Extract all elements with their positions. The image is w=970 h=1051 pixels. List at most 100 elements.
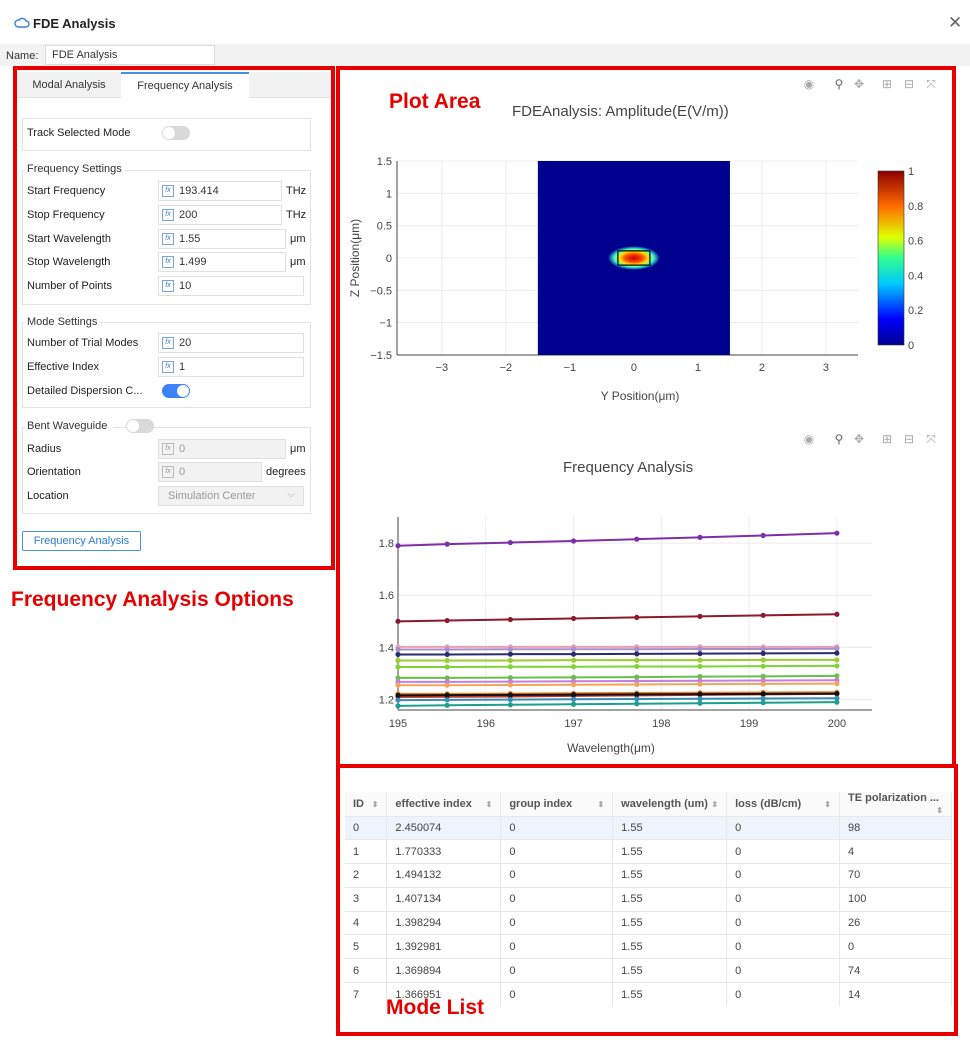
plot-area-callout: Plot Area <box>389 90 481 113</box>
column-header[interactable]: wavelength (um) ⬍ <box>612 792 728 816</box>
table-cell: 4 <box>839 839 953 864</box>
plot-toolbar-bottom: ◉ ⚲ ✥ ⊞ ⊟ ⤧ <box>802 432 942 448</box>
tab-strip: Modal Analysis Frequency Analysis <box>17 72 331 98</box>
window-title: FDE Analysis <box>33 16 116 31</box>
data-point <box>444 657 450 664</box>
table-row[interactable]: 4 1.398294 0 1.55 0 26 <box>345 910 953 935</box>
table-cell: 0 <box>500 886 614 912</box>
heatmap-title: FDEAnalysis: Amplitude(E(V/m)) <box>512 103 729 120</box>
trial-modes-field[interactable]: fx 20 <box>158 333 304 353</box>
data-point <box>444 692 450 698</box>
data-point <box>834 611 840 617</box>
sort-icon[interactable]: ⬍ <box>371 799 379 809</box>
data-point <box>444 541 450 547</box>
stop-frequency-field[interactable]: fx 200 <box>158 205 282 225</box>
sort-icon[interactable]: ⬍ <box>597 799 605 809</box>
data-point <box>634 696 640 702</box>
zoom-out-icon[interactable]: ⊟ <box>903 432 915 446</box>
tab-frequency-analysis[interactable]: Frequency Analysis <box>121 72 249 98</box>
chevron-down-icon: ⌵ <box>287 489 295 500</box>
frequency-analysis-button[interactable]: Frequency Analysis <box>22 531 141 551</box>
series-line <box>398 679 837 683</box>
fx-icon: fx <box>162 233 174 245</box>
sort-icon[interactable]: ⬍ <box>936 806 943 816</box>
data-point <box>395 697 401 703</box>
column-header[interactable]: loss (dB/cm) ⬍ <box>726 792 840 816</box>
colorbar-tick-label: 0.2 <box>908 305 923 317</box>
effective-index-field[interactable]: fx 1 <box>158 357 304 377</box>
mode-settings-title: Mode Settings <box>25 316 100 328</box>
track-mode-toggle[interactable] <box>162 126 190 140</box>
x-axis-label: Y Position(μm) <box>601 389 680 403</box>
orientation-field[interactable]: fx 0 <box>158 462 262 482</box>
radius-unit: μm <box>290 443 306 455</box>
data-point <box>395 664 401 670</box>
close-icon[interactable]: ✕ <box>948 13 963 32</box>
data-point <box>760 700 766 706</box>
waveguide-core-outline <box>617 250 651 266</box>
x-tick-label: 196 <box>477 718 495 730</box>
series-line <box>397 532 837 547</box>
zoom-icon[interactable]: ⚲ <box>834 432 844 446</box>
location-select[interactable]: Simulation Center ⌵ <box>158 486 304 506</box>
series-line <box>397 692 837 697</box>
track-mode-label: Track Selected Mode <box>27 127 131 139</box>
data-point <box>834 663 840 669</box>
stop-wavelength-field[interactable]: fx 1.499 <box>158 252 286 272</box>
series-line <box>398 658 837 662</box>
zoom-out-icon[interactable]: ⊟ <box>903 77 915 91</box>
table-cell: 1.398294 <box>386 910 502 935</box>
pan-icon[interactable]: ✥ <box>853 432 865 446</box>
x-tick-label: 0 <box>631 362 637 374</box>
table-row[interactable]: 1 1.770333 0 1.55 0 4 <box>345 839 953 864</box>
stop-wavelength-label: Stop Wavelength <box>27 256 111 268</box>
table-cell: 0 <box>839 934 953 959</box>
zoom-icon[interactable]: ⚲ <box>834 77 844 91</box>
table-row[interactable]: 0 2.450074 0 1.55 0 98 <box>345 815 953 840</box>
table-cell: 1.55 <box>612 958 728 983</box>
data-point <box>697 613 703 619</box>
table-row[interactable]: 5 1.392981 0 1.55 0 0 <box>345 934 953 959</box>
sort-icon[interactable]: ⬍ <box>824 799 831 809</box>
table-cell: 0 <box>726 886 840 912</box>
data-point <box>444 646 450 653</box>
series-line <box>397 613 837 623</box>
data-point <box>697 696 703 702</box>
table-row[interactable]: 3 1.407134 0 1.55 0 100 <box>345 886 953 912</box>
name-input[interactable] <box>45 45 215 65</box>
table-cell: 0 <box>726 839 840 864</box>
column-header[interactable]: TE polarization ... ⬍ <box>839 792 953 816</box>
column-header[interactable]: ID ⬍ <box>345 792 388 816</box>
start-frequency-field[interactable]: fx 193.414 <box>158 181 282 201</box>
data-point <box>760 612 766 618</box>
table-cell: 1.55 <box>612 839 728 864</box>
table-row[interactable]: 2 1.494132 0 1.55 0 70 <box>345 863 953 888</box>
pan-icon[interactable]: ✥ <box>853 77 865 91</box>
radius-field[interactable]: fx 0 <box>158 439 286 459</box>
camera-icon[interactable]: ◉ <box>803 432 815 446</box>
series-line <box>398 647 837 651</box>
table-cell: 0 <box>500 910 614 935</box>
table-cell: 0 <box>345 815 388 840</box>
column-header[interactable]: effective index ⬍ <box>386 792 502 816</box>
tab-modal-analysis[interactable]: Modal Analysis <box>32 79 106 91</box>
zoom-in-icon[interactable]: ⊞ <box>881 77 893 91</box>
table-cell: 1.369894 <box>386 958 502 983</box>
sort-icon[interactable]: ⬍ <box>485 799 493 809</box>
table-row[interactable]: 7 1.366951 0 1.55 0 14 <box>345 982 953 1007</box>
name-row <box>0 44 970 66</box>
sort-icon[interactable]: ⬍ <box>711 799 719 809</box>
number-of-points-label: Number of Points <box>27 280 112 292</box>
detailed-dispersion-toggle[interactable] <box>162 384 190 398</box>
bent-waveguide-toggle[interactable] <box>126 419 154 433</box>
camera-icon[interactable]: ◉ <box>803 77 815 91</box>
table-row[interactable]: 6 1.369894 0 1.55 0 74 <box>345 958 953 983</box>
autoscale-icon[interactable]: ⤧ <box>926 432 936 446</box>
data-point <box>395 618 401 624</box>
zoom-in-icon[interactable]: ⊞ <box>881 432 893 446</box>
start-wavelength-field[interactable]: fx 1.55 <box>158 229 286 249</box>
data-point <box>444 702 450 708</box>
number-of-points-field[interactable]: fx 10 <box>158 276 304 296</box>
autoscale-icon[interactable]: ⤧ <box>926 77 936 91</box>
column-header[interactable]: group index ⬍ <box>500 792 614 816</box>
